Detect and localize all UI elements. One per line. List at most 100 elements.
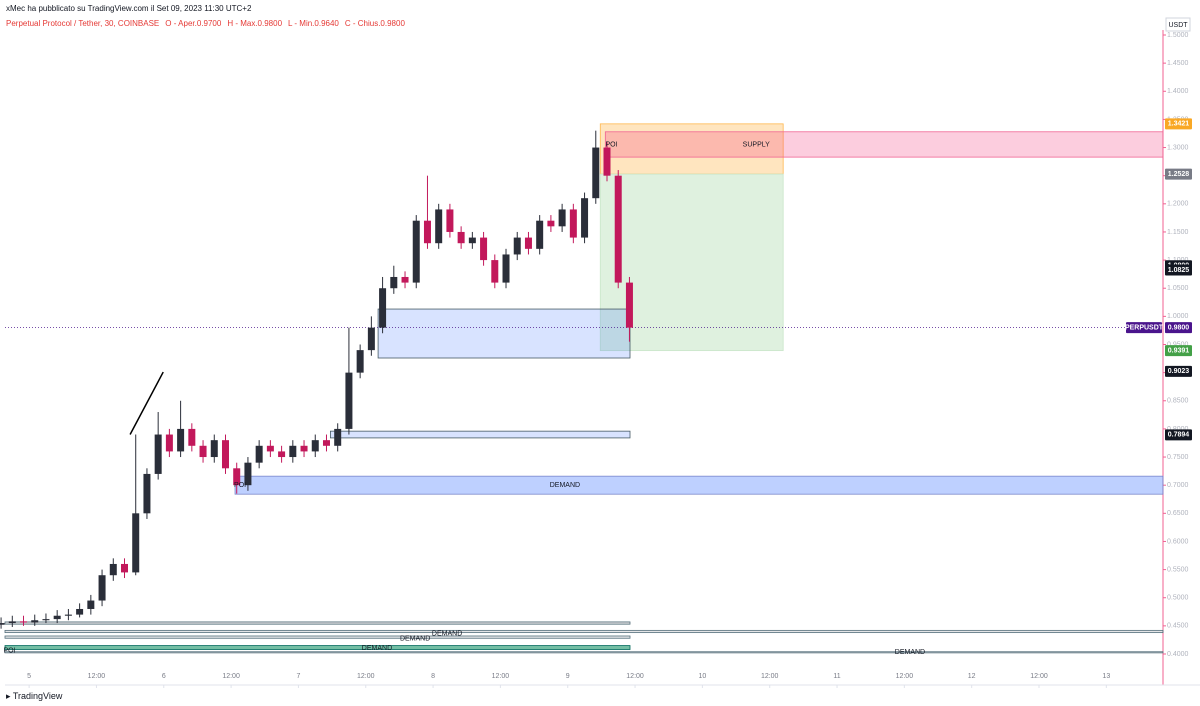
- price-label: 0.9023: [1168, 368, 1190, 375]
- candle-body: [53, 615, 61, 620]
- zone-label: POI: [3, 647, 15, 654]
- x-tick-label: 11: [833, 673, 840, 680]
- x-tick-label: 6: [162, 673, 166, 680]
- zone: [604, 131, 1164, 158]
- candle-body: [300, 445, 308, 452]
- last-price-tag: PERPUSDT: [1125, 324, 1164, 331]
- x-tick-label: 7: [296, 673, 300, 680]
- zone-label: DEMAND: [362, 645, 392, 652]
- zone: [4, 629, 1164, 634]
- candle-body: [356, 350, 364, 373]
- candle-body: [592, 147, 600, 199]
- candle-body: [423, 220, 431, 244]
- y-tick-label: 0.7500: [1167, 454, 1189, 461]
- candle-body: [64, 614, 72, 616]
- candle-body: [524, 237, 532, 249]
- last-price-tag-bg: [1126, 322, 1162, 334]
- candle-body: [558, 209, 566, 227]
- legend-value: 0.9800: [257, 19, 283, 28]
- zone: [377, 308, 631, 359]
- x-tick-label: 12:00: [492, 673, 510, 680]
- legend-value: 0.9640: [314, 19, 339, 28]
- x-tick-label: 9: [566, 673, 570, 680]
- zone-label: DEMAND: [400, 636, 430, 643]
- candle-body: [379, 288, 387, 328]
- candle-body: [266, 445, 274, 452]
- brand: ▸ TradingView: [6, 691, 63, 701]
- zone-label: SUPPLY: [743, 142, 770, 149]
- x-tick-label: 12: [968, 673, 976, 680]
- x-tick-label: 12:00: [896, 673, 914, 680]
- legend-label: C - Chius.: [344, 19, 381, 28]
- x-tick-label: 5: [27, 673, 31, 680]
- candle-body: [109, 563, 117, 576]
- y-tick-label: 1.1500: [1167, 229, 1189, 236]
- zone-label: DEMAND: [895, 649, 925, 656]
- candle-body: [513, 237, 521, 255]
- candle-body: [367, 327, 375, 351]
- y-tick-label: 0.6000: [1167, 538, 1189, 545]
- candle-body: [412, 220, 420, 283]
- zone: [330, 430, 631, 439]
- price-label-bg: [1165, 345, 1192, 357]
- candle-body: [278, 451, 286, 458]
- candle-body: [345, 372, 353, 429]
- candle-body: [143, 473, 151, 514]
- candle-body: [244, 462, 252, 486]
- legend-value: 0.9700: [196, 19, 222, 28]
- candle-body: [87, 600, 95, 609]
- price-label: 0.9391: [1168, 347, 1190, 354]
- price-label-bg: [1165, 118, 1192, 130]
- x-tick-label: 12:00: [1030, 673, 1048, 680]
- brand-name: TradingView: [12, 691, 63, 701]
- y-tick-label: 0.9500: [1167, 341, 1189, 348]
- candle-body: [221, 440, 229, 469]
- y-tick-label: 0.6500: [1167, 510, 1189, 517]
- legend: Perpetual Protocol / Tether, 30, COINBAS…: [6, 19, 405, 28]
- candle-body: [446, 209, 454, 232]
- zone-label: POI: [605, 142, 617, 149]
- zone: [4, 645, 631, 650]
- candle-body: [457, 231, 465, 244]
- zone: [234, 475, 1164, 495]
- candle-body: [154, 434, 162, 474]
- candle-body: [401, 276, 409, 283]
- candle-body: [435, 209, 443, 244]
- candle-body: [502, 254, 510, 283]
- candle-body: [322, 440, 330, 446]
- price-label: 1.3421: [1168, 121, 1190, 128]
- candle-body: [547, 220, 555, 227]
- candle-body: [536, 220, 544, 249]
- candle-body: [20, 621, 28, 623]
- y-tick-label: 0.5000: [1167, 595, 1189, 602]
- y-tick-label: 1.4000: [1167, 88, 1189, 95]
- trend-line: [129, 371, 164, 435]
- zone: [4, 621, 631, 625]
- zone-label: DEMAND: [432, 631, 462, 638]
- candle-body: [569, 209, 577, 238]
- legend-label: O - Aper.: [165, 19, 197, 28]
- currency: USDT: [1168, 22, 1188, 29]
- legend-value: 0.9800: [380, 19, 405, 28]
- candle-body: [390, 276, 398, 289]
- legend-label: L - Min.: [288, 19, 315, 28]
- y-tick-label: 1.2000: [1167, 201, 1189, 208]
- candle-body: [98, 575, 106, 601]
- candle-body: [188, 428, 196, 446]
- y-tick-label: 1.0500: [1167, 285, 1189, 292]
- price-label-bg: [1165, 264, 1192, 276]
- candle-body: [76, 608, 84, 615]
- candle-body: [8, 621, 16, 624]
- x-tick-label: 8: [431, 673, 435, 680]
- currency-box: USDT: [1165, 17, 1191, 32]
- x-tick-label: 12:00: [88, 673, 106, 680]
- symbol: Perpetual Protocol / Tether, 30, COINBAS…: [6, 19, 160, 28]
- x-tick-label: 13: [1102, 673, 1110, 680]
- zone: [4, 635, 631, 639]
- candle-body: [625, 282, 633, 328]
- candle-body: [121, 563, 129, 573]
- candle-body: [289, 445, 297, 458]
- byline: xMec ha pubblicato su TradingView.com il…: [6, 4, 252, 13]
